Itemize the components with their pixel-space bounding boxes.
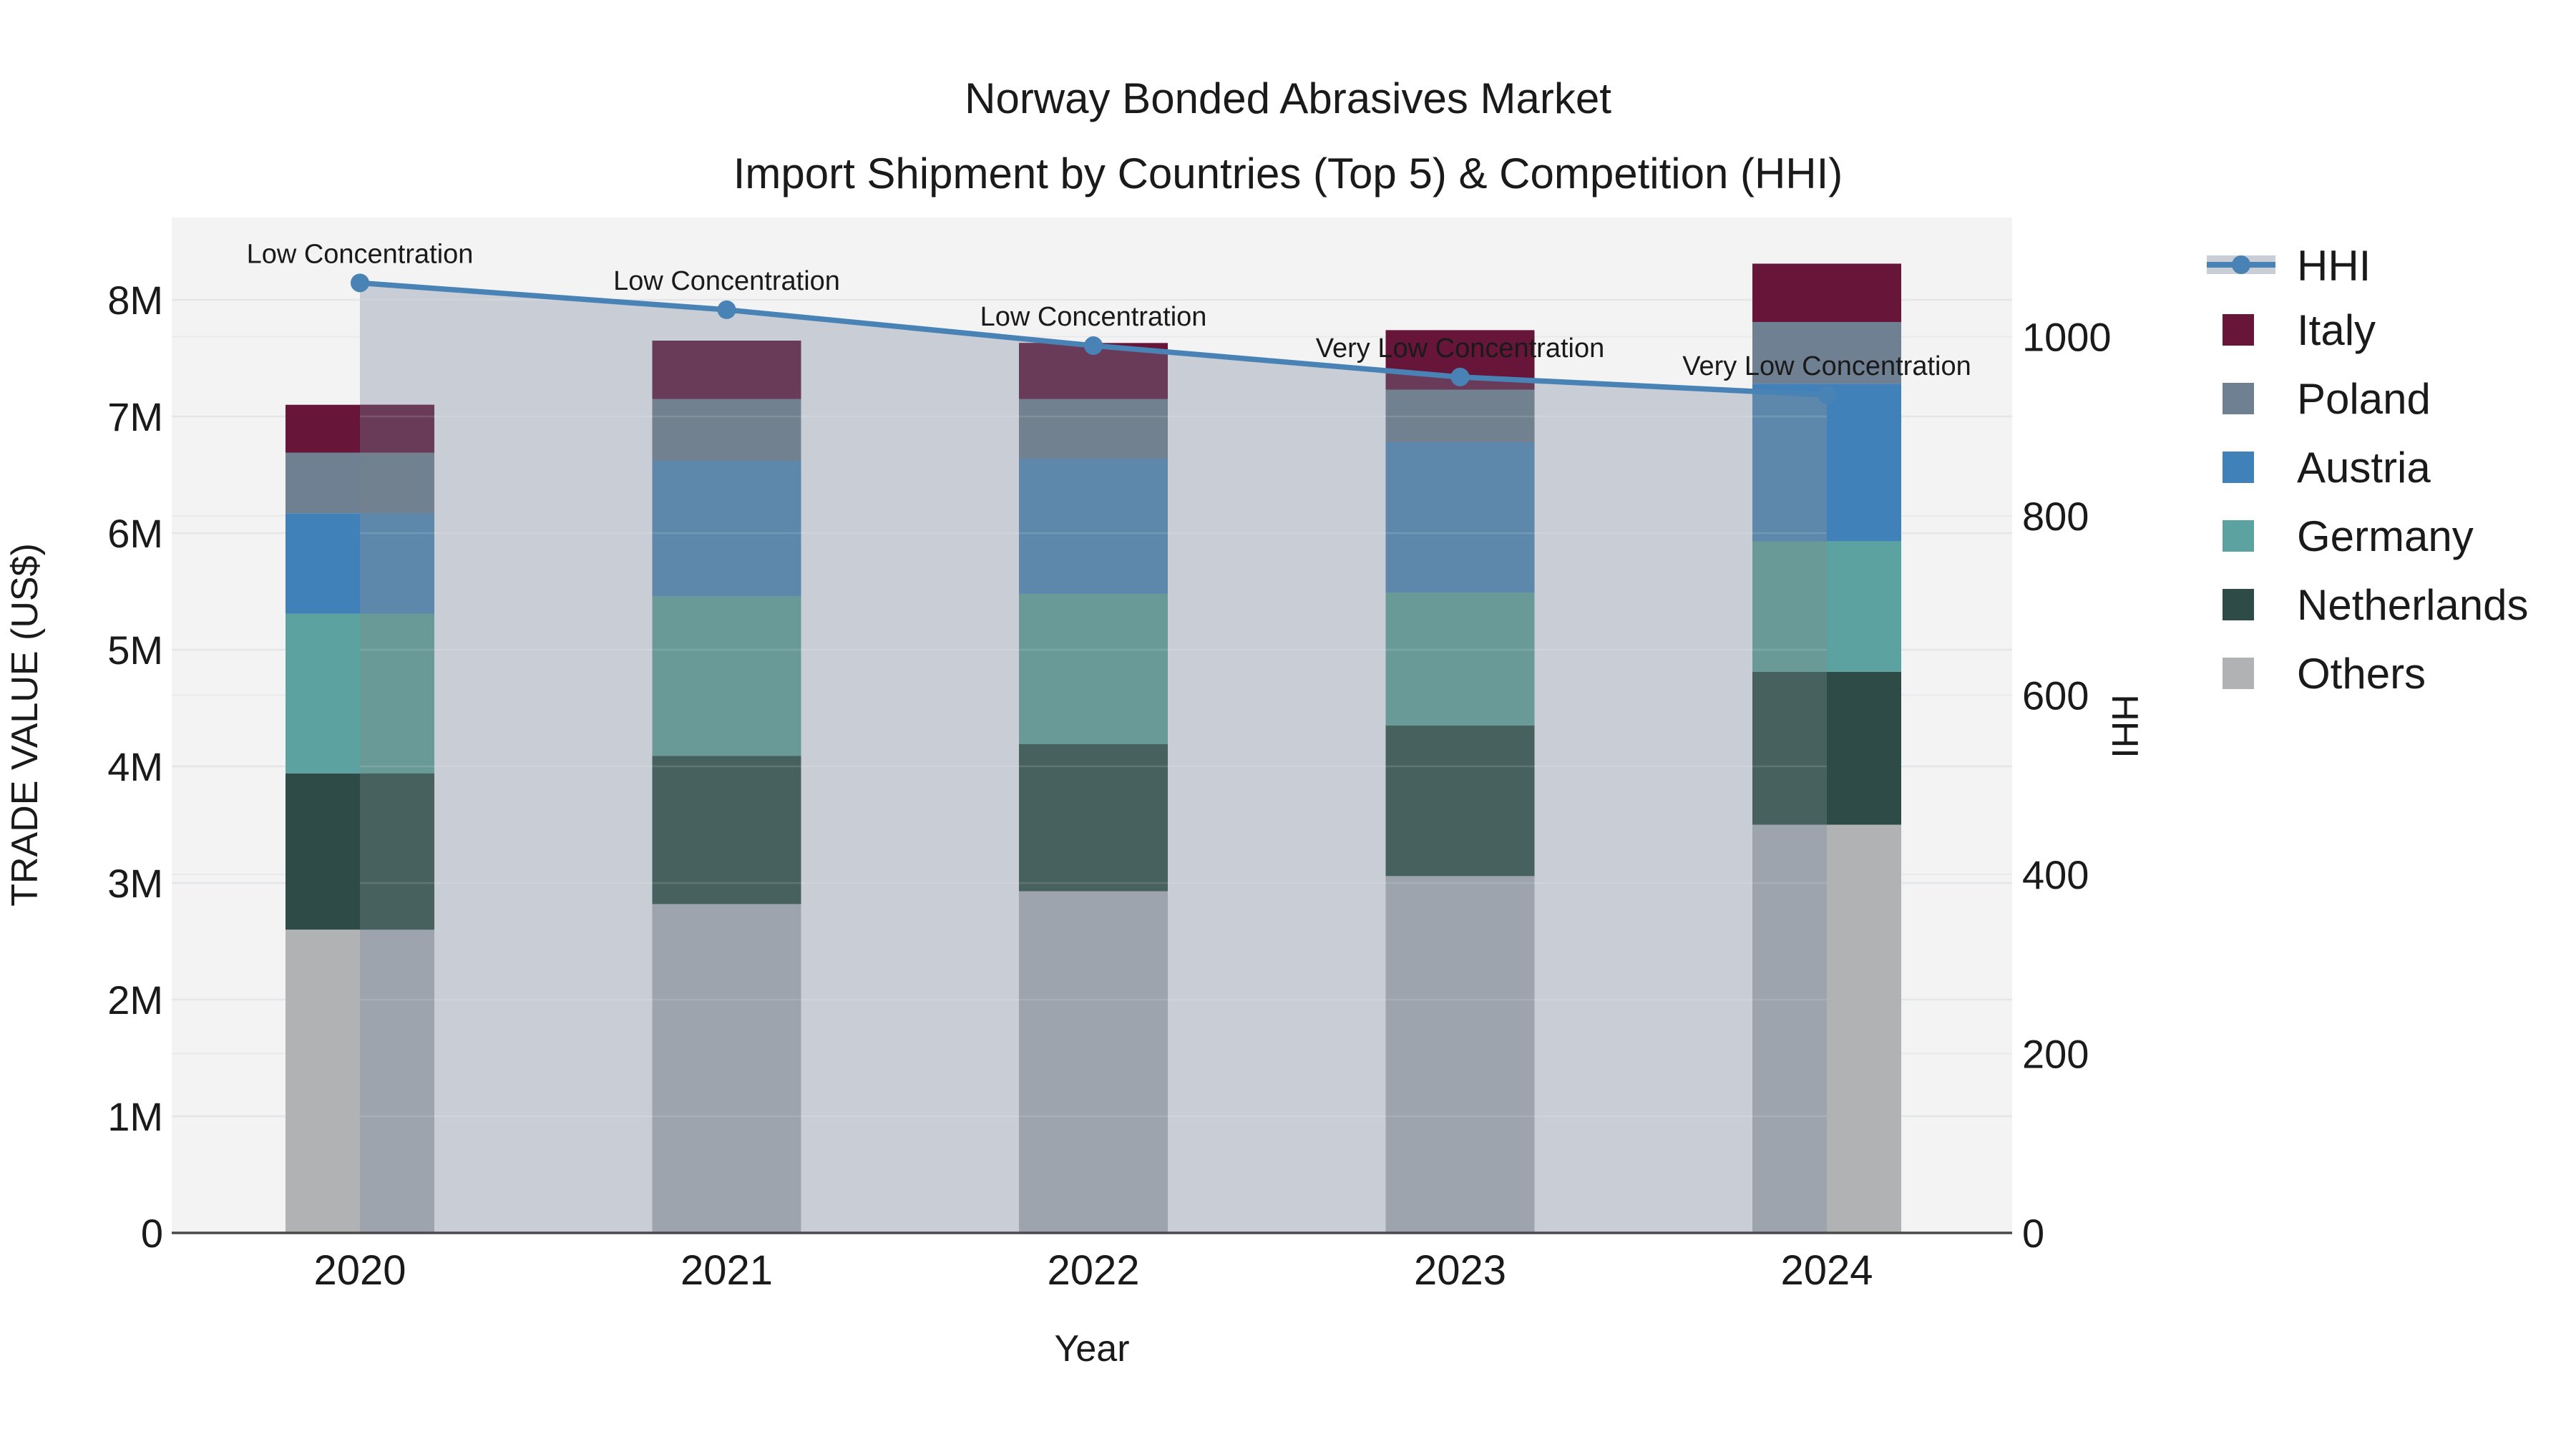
- bar-segment-austria-2020-faded[interactable]: [286, 513, 434, 614]
- legend-label-netherlands: Netherlands: [2297, 581, 2529, 629]
- bar-segment-poland-2021-faded[interactable]: [652, 399, 801, 461]
- annotation-2022: Low Concentration: [980, 302, 1207, 332]
- x-tick-2022: 2022: [1047, 1247, 1139, 1294]
- y-tick-6M: 6M: [107, 511, 163, 556]
- legend-swatch-others: [2223, 658, 2254, 689]
- y-tick-4M: 4M: [107, 744, 163, 789]
- y2-tick-600: 600: [2022, 673, 2089, 718]
- annotations-layer: Low Concentration Low Concentration Low Co…: [247, 239, 1971, 381]
- stacked-bars-layer: [286, 263, 1901, 1234]
- y-tick-5M: 5M: [107, 628, 163, 673]
- bar-segment-germany-2022-faded[interactable]: [1019, 593, 1168, 745]
- bar-segment-italy-2020-faded[interactable]: [286, 404, 434, 453]
- legend-item-netherlands[interactable]: Netherlands: [2223, 581, 2529, 629]
- y-tick-0: 0: [141, 1211, 163, 1256]
- legend-label-germany: Germany: [2297, 512, 2474, 560]
- bar-segment-others-2020-faded[interactable]: [286, 930, 434, 1233]
- bar-segment-austria-2024-faded[interactable]: [1752, 384, 1901, 542]
- legend: HHI Italy Poland Austria Germany Netherlands O…: [2207, 242, 2529, 698]
- y2-axis-title: HHI: [2104, 694, 2145, 758]
- bar-segment-germany-2021-faded[interactable]: [652, 596, 801, 756]
- y2-tick-0: 0: [2022, 1211, 2044, 1256]
- x-tick-2023: 2023: [1414, 1247, 1506, 1294]
- legend-item-austria[interactable]: Austria: [2223, 444, 2431, 492]
- legend-label-hhi: HHI: [2297, 242, 2371, 290]
- y-axis-title: TRADE VALUE (US$): [4, 543, 46, 907]
- annotation-2024: Very Low Concentration: [1682, 351, 1971, 381]
- legend-item-others[interactable]: Others: [2223, 650, 2426, 698]
- bar-segment-poland-2020-faded[interactable]: [286, 452, 434, 514]
- legend-swatch-italy: [2223, 314, 2254, 346]
- hhi-line-layer: [351, 273, 1836, 404]
- legend-swatch-netherlands: [2223, 589, 2254, 620]
- hhi-point-2024[interactable]: [1818, 385, 1836, 404]
- legend-swatch-austria: [2223, 452, 2254, 483]
- x-tick-2021: 2021: [680, 1247, 773, 1294]
- x-axis-title: Year: [1054, 1328, 1129, 1370]
- legend-swatch-germany: [2223, 520, 2254, 552]
- legend-hhi-marker-icon: [2232, 255, 2250, 274]
- bar-segment-others-2024-faded[interactable]: [1752, 824, 1901, 1234]
- hhi-point-2021[interactable]: [717, 300, 736, 319]
- y2-tick-800: 800: [2022, 494, 2089, 539]
- chart-title-line2: Import Shipment by Countries (Top 5) & C…: [733, 150, 1843, 197]
- bar-segment-germany-2020-faded[interactable]: [286, 613, 434, 774]
- bar-segment-austria-2023-faded[interactable]: [1385, 441, 1535, 593]
- hhi-point-2023[interactable]: [1450, 367, 1470, 386]
- hhi-point-2022[interactable]: [1084, 336, 1103, 356]
- legend-item-italy[interactable]: Italy: [2223, 306, 2376, 354]
- legend-label-austria: Austria: [2297, 444, 2431, 492]
- bar-segment-germany-2024-faded[interactable]: [1752, 541, 1901, 672]
- annotation-2021: Low Concentration: [613, 266, 840, 296]
- y-tick-3M: 3M: [107, 861, 163, 906]
- y-tick-1M: 1M: [107, 1094, 163, 1139]
- bar-segment-netherlands-2020-faded[interactable]: [286, 773, 434, 930]
- legend-label-others: Others: [2297, 650, 2426, 698]
- bar-segment-poland-2024[interactable]: [1752, 321, 1901, 384]
- bar-segment-italy-2021-faded[interactable]: [652, 341, 801, 399]
- legend-item-germany[interactable]: Germany: [2223, 512, 2474, 560]
- bar-segment-germany-2023-faded[interactable]: [1385, 592, 1535, 726]
- bar-segment-netherlands-2024-faded[interactable]: [1752, 671, 1901, 825]
- legend-label-italy: Italy: [2297, 306, 2376, 354]
- y2-tick-400: 400: [2022, 852, 2089, 897]
- bar-segment-italy-2024[interactable]: [1752, 263, 1901, 322]
- y2-tick-200: 200: [2022, 1032, 2089, 1077]
- bar-segment-netherlands-2023-faded[interactable]: [1385, 725, 1535, 877]
- y-tick-8M: 8M: [107, 278, 163, 323]
- y2-tick-1000: 1000: [2022, 315, 2112, 360]
- bar-segment-others-2022-faded[interactable]: [1019, 891, 1168, 1233]
- axes-layer: 0 1M 2M 3M 4M 5M 6M 7M 8M 0 200 400 600 800 1000 2020 20…: [107, 278, 2111, 1294]
- chart-title-line1: Norway Bonded Abrasives Market: [965, 74, 1611, 122]
- legend-item-poland[interactable]: Poland: [2223, 375, 2431, 423]
- legend-swatch-poland: [2223, 383, 2254, 414]
- bar-segment-others-2021-faded[interactable]: [652, 904, 801, 1233]
- annotation-2023: Very Low Concentration: [1316, 333, 1604, 364]
- bar-segment-netherlands-2021-faded[interactable]: [652, 756, 801, 904]
- legend-item-hhi[interactable]: HHI: [2207, 242, 2371, 290]
- y-tick-7M: 7M: [107, 394, 163, 439]
- bar-segment-austria-2021-faded[interactable]: [652, 460, 801, 597]
- hhi-point-2020[interactable]: [351, 273, 369, 293]
- x-tick-2024: 2024: [1780, 1247, 1873, 1294]
- x-tick-2020: 2020: [313, 1247, 406, 1294]
- bar-segment-netherlands-2022-faded[interactable]: [1019, 744, 1168, 892]
- bar-segment-poland-2023-faded[interactable]: [1385, 389, 1535, 442]
- annotation-2020: Low Concentration: [247, 239, 474, 269]
- bar-segment-poland-2022-faded[interactable]: [1019, 399, 1168, 459]
- bar-segment-austria-2022-faded[interactable]: [1019, 458, 1168, 594]
- legend-label-poland: Poland: [2297, 375, 2431, 423]
- bar-segment-others-2023-faded[interactable]: [1385, 876, 1535, 1233]
- y-tick-2M: 2M: [107, 977, 163, 1023]
